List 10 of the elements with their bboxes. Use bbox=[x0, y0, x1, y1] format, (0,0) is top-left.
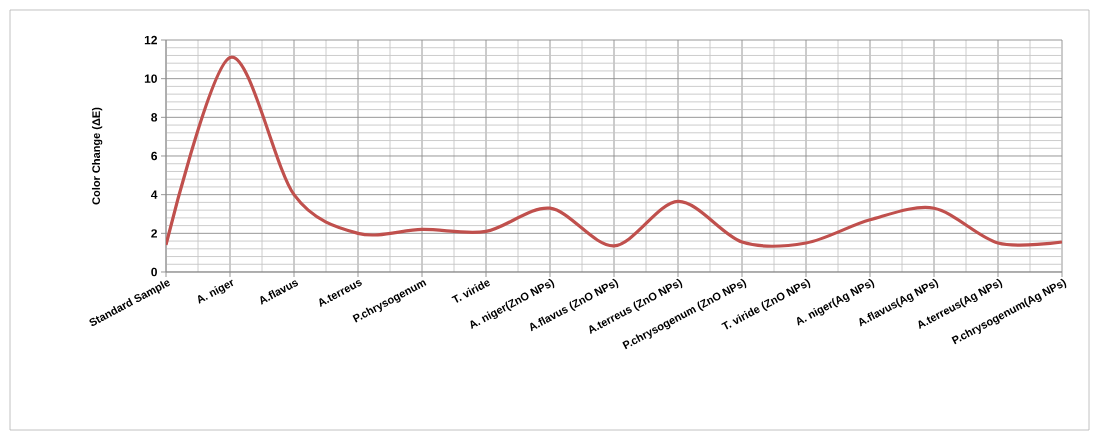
y-tick-label: 2 bbox=[151, 229, 157, 238]
line-series bbox=[166, 55, 1063, 248]
x-tick-label: A. niger bbox=[197, 279, 234, 304]
y-tick-label: 6 bbox=[151, 151, 158, 161]
y-axis-title: Color Change (ΔE) bbox=[91, 107, 103, 205]
y-tick-label: 4 bbox=[150, 190, 158, 199]
y-tick-label: 10 bbox=[144, 74, 157, 83]
y-tick-label: 12 bbox=[144, 35, 157, 45]
y-tick-label: 0 bbox=[151, 267, 157, 277]
y-tick-label: 8 bbox=[151, 113, 158, 122]
